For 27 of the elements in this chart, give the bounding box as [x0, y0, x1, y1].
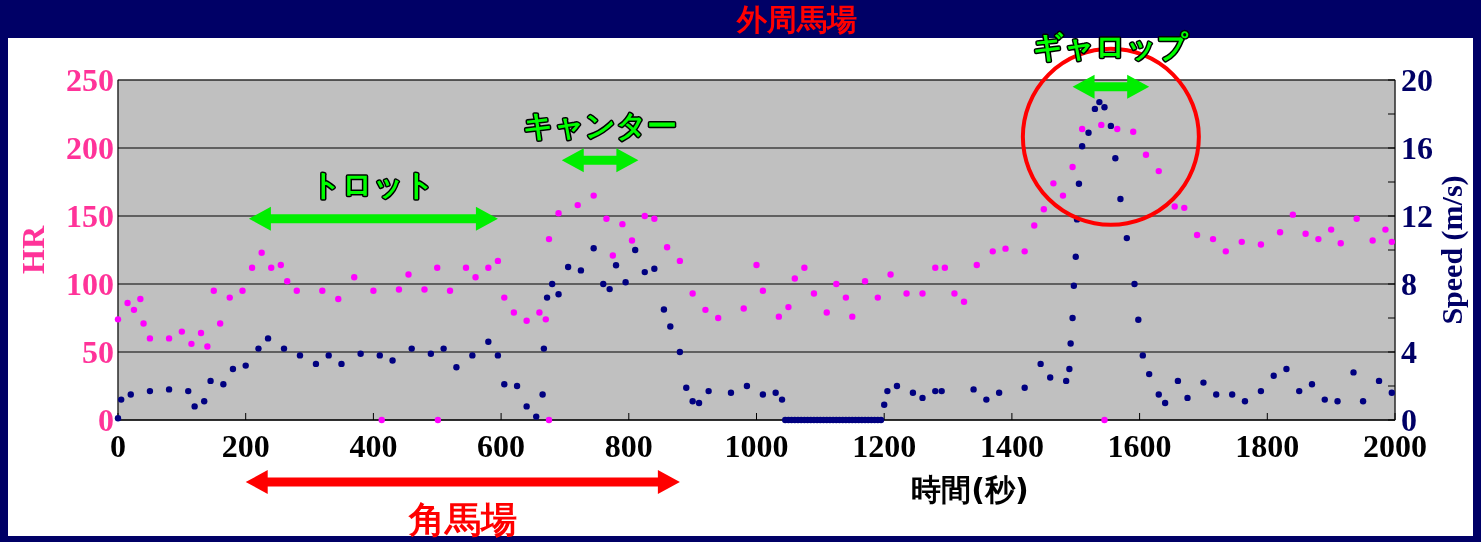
y2-tick-label: 12: [1401, 198, 1433, 234]
annotation: トロット: [311, 166, 436, 202]
y-tick-label: 100: [66, 266, 114, 302]
y-tick-label: 150: [66, 198, 114, 234]
y-tick-label: 0: [98, 402, 114, 438]
x-tick-label: 1400: [979, 428, 1044, 464]
x-tick-label: 200: [221, 428, 270, 464]
text: 角馬場: [407, 499, 517, 540]
x-tick-label: 1600: [1107, 428, 1172, 464]
y2-tick-label: 4: [1401, 334, 1417, 370]
annotation: キャンター: [523, 108, 678, 144]
x-tick-label: 600: [477, 428, 526, 464]
y2-axis-title: Speed (m/s): [1435, 175, 1469, 325]
y-tick-label: 250: [66, 62, 114, 98]
y-tick-label: 50: [82, 334, 114, 370]
y2-tick-label: 20: [1401, 62, 1433, 98]
chart-title: 外周馬場: [735, 2, 857, 37]
y2-tick-label: 16: [1401, 130, 1433, 166]
x-tick-label: 400: [349, 428, 398, 464]
x-tick-label: 1200: [852, 428, 917, 464]
x-tick-label: 800: [604, 428, 653, 464]
y-axis-title: HR: [15, 225, 51, 274]
x-tick-label: 1800: [1235, 428, 1300, 464]
y-tick-label: 200: [66, 130, 114, 166]
y2-tick-label: 8: [1401, 266, 1417, 302]
x-axis-title: 時間(秒): [911, 472, 1029, 507]
x-tick-label: 1000: [724, 428, 789, 464]
